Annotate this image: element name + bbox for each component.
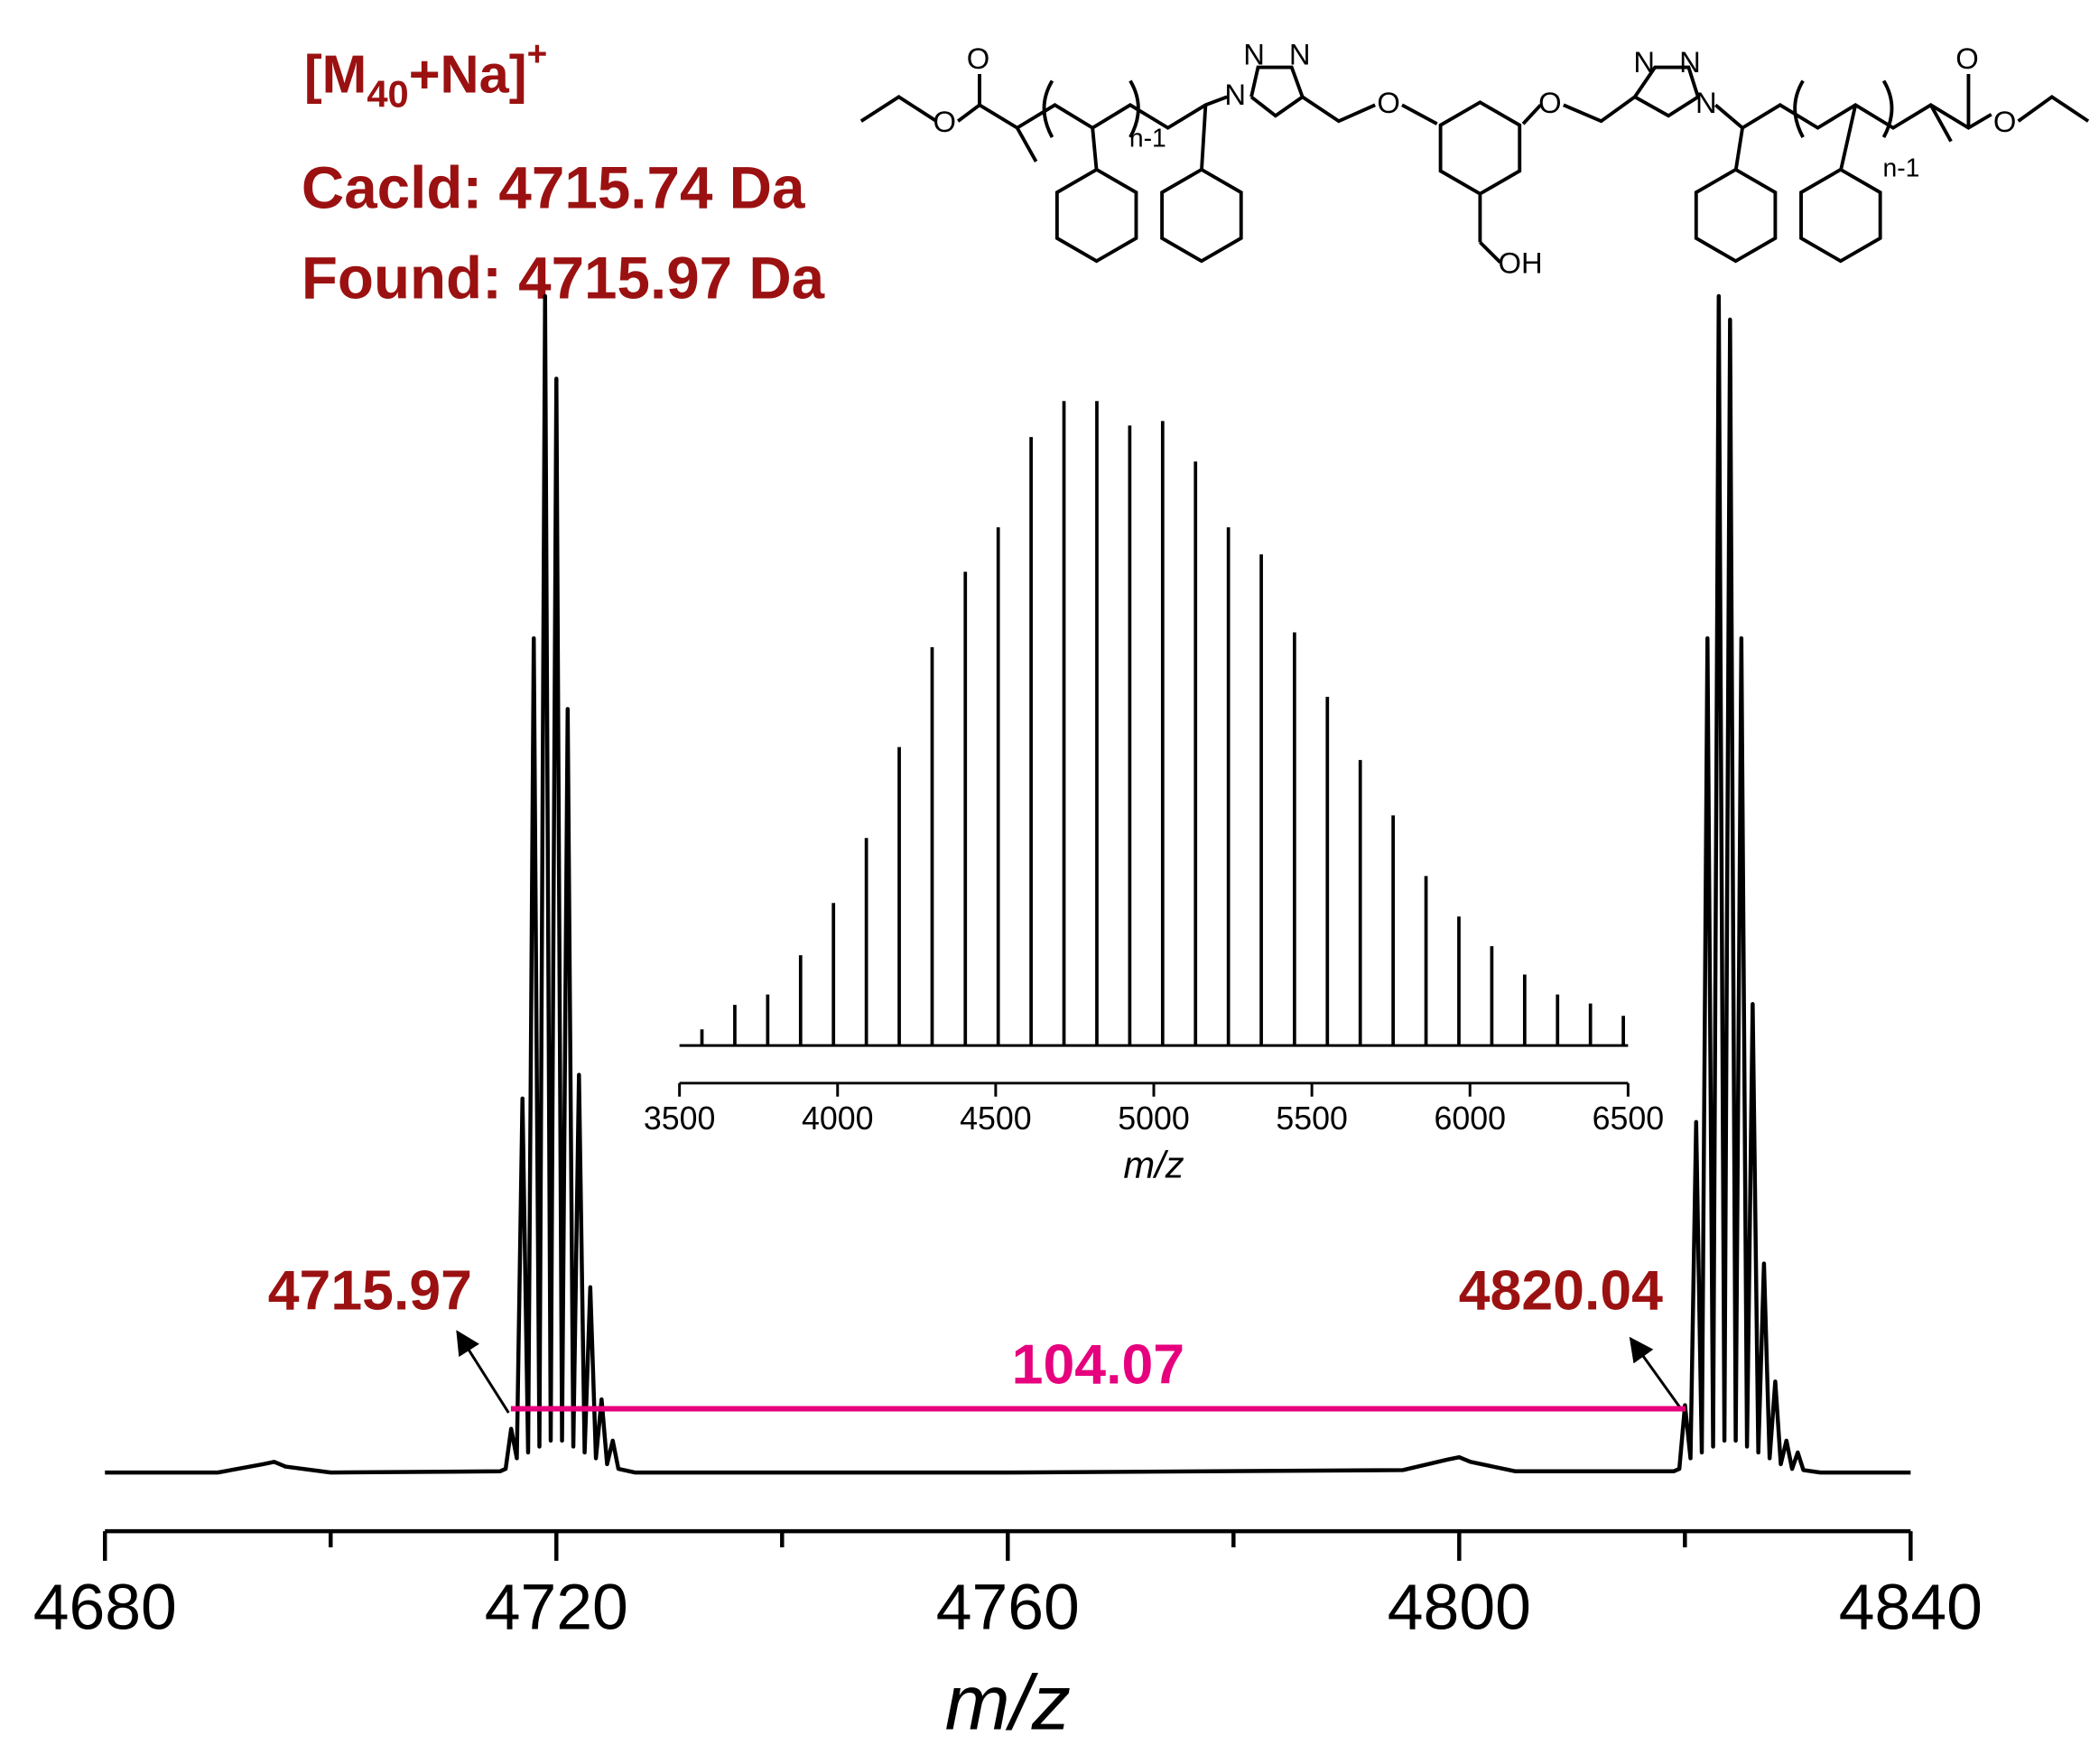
peak-label: 4715.97: [268, 1258, 472, 1322]
x-tick-label: 5500: [1276, 1100, 1348, 1137]
bond: [1838, 104, 1858, 172]
bracket: [1042, 79, 1140, 138]
atom: OH: [1499, 246, 1543, 279]
x-tick-label: 5000: [1118, 1100, 1190, 1137]
atom: O: [1993, 105, 2017, 138]
subscript: n-1: [1129, 124, 1166, 153]
bond: [1479, 240, 1502, 265]
bracket: [1793, 79, 1894, 138]
bond: [1714, 103, 1992, 131]
peak-label: 4820.04: [1459, 1258, 1663, 1322]
ring: [1799, 167, 1882, 264]
atom: O: [933, 105, 957, 138]
atom: N: [1243, 37, 1265, 70]
ion-part: +Na]: [409, 43, 527, 104]
chemical-structure: O O N N N O O N N N OH O O n-1 n-1: [859, 37, 2090, 279]
bond: [1249, 65, 1305, 118]
ring: [1694, 167, 1778, 264]
calcd-label: Cacld: 4715.74 Da: [302, 155, 805, 221]
bond: [1091, 127, 1099, 172]
atom: O: [967, 42, 990, 75]
x-tick-label: 4840: [1839, 1571, 1983, 1643]
ring: [1160, 167, 1243, 264]
x-tick-label: 4000: [802, 1100, 874, 1137]
ring: [1054, 167, 1138, 264]
x-axis-label: m/z: [1123, 1144, 1184, 1186]
atom: N: [1695, 86, 1717, 119]
x-tick-label: 4680: [33, 1571, 177, 1643]
ion-subscript: 40: [367, 72, 408, 115]
ion-superscript: +: [527, 35, 548, 74]
atom: N: [1289, 37, 1311, 70]
ring: [1438, 100, 1522, 196]
x-tick-label: 4760: [936, 1571, 1080, 1643]
bond: [2017, 95, 2090, 123]
bond: [956, 95, 1228, 130]
bond: [1929, 104, 1953, 143]
bond: [1633, 65, 1701, 118]
bond: [1521, 103, 1542, 125]
atom: N: [1679, 45, 1701, 79]
x-tick-label: 6000: [1434, 1100, 1506, 1137]
atom: O: [1377, 86, 1399, 119]
ion-part: [M: [304, 43, 367, 104]
x-tick-label: 6500: [1593, 1100, 1665, 1137]
ion-label: [M40+Na]+: [304, 35, 547, 115]
x-tick-label: 4500: [960, 1100, 1032, 1137]
bond: [1301, 95, 1376, 124]
atom: N: [1224, 78, 1246, 111]
difference-label: 104.07: [1012, 1332, 1184, 1396]
bond: [1199, 105, 1208, 172]
atom: O: [1538, 86, 1561, 119]
bond: [1016, 126, 1038, 162]
bond: [859, 95, 938, 123]
found-label: Found: 4715.97 Da: [302, 245, 825, 311]
x-axis-label: m/z: [945, 1660, 1071, 1747]
atom: N: [1633, 45, 1655, 79]
bond: [1563, 95, 1636, 124]
bond: [1733, 127, 1744, 172]
x-tick-label: 4720: [485, 1571, 628, 1643]
x-tick-label: 4800: [1388, 1571, 1531, 1643]
atom: O: [1955, 42, 1979, 75]
bond: [1401, 103, 1438, 125]
arrow: [1629, 1336, 1684, 1411]
spectrum-line: [105, 293, 1911, 1475]
x-tick-label: 3500: [644, 1100, 716, 1137]
arrow: [456, 1330, 510, 1414]
subscript: n-1: [1882, 153, 1919, 181]
